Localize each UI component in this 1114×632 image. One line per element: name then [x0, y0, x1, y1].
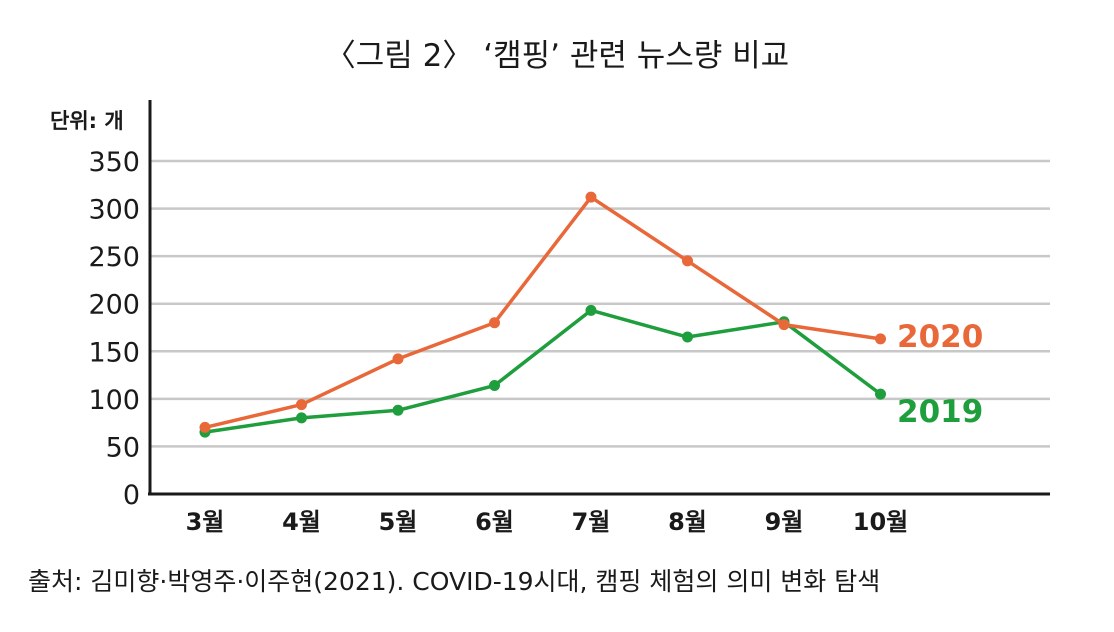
x-tick-label: 9월	[765, 508, 804, 536]
series-lines	[199, 191, 886, 438]
series-line-2019	[204, 308, 882, 434]
y-tick-labels: 0 50 100 150 200 250 300 350	[88, 147, 140, 511]
chart-title: 〈그림 2〉 ‘캠핑’ 관련 뉴스량 비교	[324, 38, 790, 74]
x-tick-label: 7월	[572, 508, 611, 536]
data-point	[778, 319, 790, 331]
y-tick-label: 350	[88, 147, 140, 178]
gridlines	[150, 159, 1050, 448]
x-tick-label: 3월	[186, 508, 225, 536]
data-point	[875, 333, 886, 345]
y-tick-label: 150	[88, 337, 140, 368]
x-tick-label: 6월	[475, 508, 514, 536]
line-chart: 단위: 개 0 50 100 150 200 250 300 350 3월 4월 5월 6월 7월 8월…	[50, 100, 1050, 536]
series-labels: 2020 2019	[897, 319, 983, 430]
x-tick-label: 4월	[282, 508, 321, 536]
x-tick-label: 5월	[379, 508, 418, 536]
data-point	[392, 353, 404, 365]
x-tick-labels: 3월 4월 5월 6월 7월 8월 9월 10월	[186, 508, 909, 536]
y-tick-label: 0	[123, 480, 140, 511]
data-point	[392, 404, 404, 416]
y-tick-label: 300	[88, 195, 140, 226]
series-label-2019: 2019	[897, 394, 983, 430]
x-tick-label: 10월	[853, 508, 908, 536]
series-label-2020: 2020	[897, 319, 983, 355]
unit-label: 단위: 개	[50, 109, 124, 133]
data-point	[682, 255, 693, 267]
data-point	[585, 191, 597, 203]
y-tick-label: 200	[88, 290, 140, 321]
y-tick-label: 250	[88, 242, 140, 273]
source-note: 출처: 김미향·박영주·이주현(2021). COVID-19시대, 캠핑 체험…	[28, 567, 881, 596]
data-point	[296, 412, 307, 424]
series-line-2020	[204, 195, 881, 430]
data-point	[682, 331, 693, 343]
y-tick-label: 50	[106, 432, 140, 463]
data-point	[199, 421, 211, 433]
data-point	[489, 380, 500, 392]
data-point	[875, 388, 886, 400]
y-tick-label: 100	[88, 385, 140, 416]
data-point	[296, 399, 307, 411]
x-tick-label: 8월	[668, 508, 707, 536]
data-point	[489, 317, 500, 329]
data-point	[585, 304, 597, 316]
